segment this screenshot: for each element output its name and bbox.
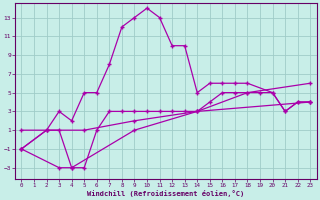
X-axis label: Windchill (Refroidissement éolien,°C): Windchill (Refroidissement éolien,°C) bbox=[87, 190, 244, 197]
